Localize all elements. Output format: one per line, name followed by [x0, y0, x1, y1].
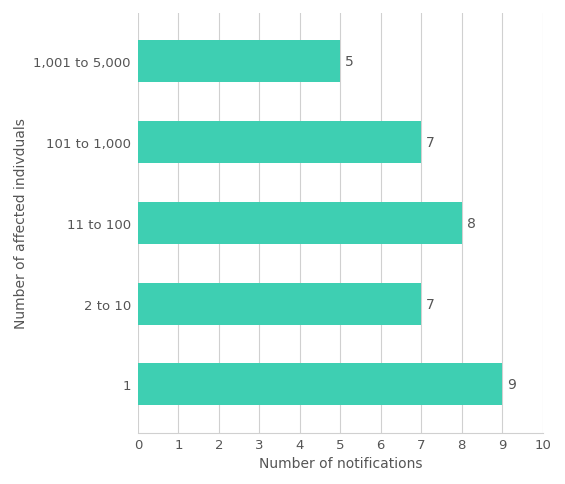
- Text: 9: 9: [507, 378, 516, 392]
- Text: 7: 7: [426, 297, 435, 311]
- Bar: [138, 122, 421, 164]
- Text: 8: 8: [467, 216, 476, 230]
- Bar: [138, 283, 421, 325]
- Bar: [138, 41, 340, 83]
- Bar: [138, 202, 462, 244]
- Y-axis label: Number of affected indivduals: Number of affected indivduals: [14, 118, 28, 329]
- Text: 5: 5: [345, 55, 354, 69]
- Bar: [138, 363, 502, 406]
- Text: 7: 7: [426, 136, 435, 150]
- X-axis label: Number of notifications: Number of notifications: [259, 456, 422, 470]
